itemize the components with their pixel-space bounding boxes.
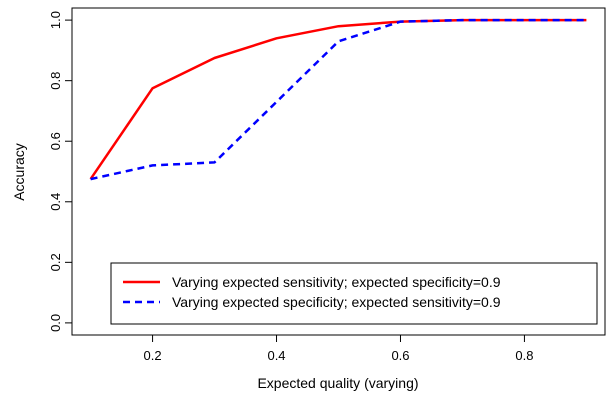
y-tick-label: 0.0 [48,314,63,332]
legend-label-series-2: Varying expected specificity; expected s… [172,294,501,310]
x-axis-title: Expected quality (varying) [257,375,418,391]
series-line-2 [90,18,587,181]
y-axis: 0.0 0.2 0.4 0.6 0.8 1.0 [48,11,73,332]
x-tick-label: 0.2 [144,348,162,363]
x-axis: 0.2 0.4 0.6 0.8 [144,334,533,363]
legend-box [110,262,598,325]
series-line-1 [89,18,587,180]
y-tick-label: 0.4 [48,193,63,211]
legend-label-series-1: Varying expected sensitivity; expected s… [172,274,501,290]
series-layer [89,18,587,181]
y-tick-label: 0.8 [48,72,63,90]
x-tick-label: 0.8 [515,348,533,363]
y-tick-label: 0.2 [48,253,63,271]
x-tick-label: 0.4 [267,348,285,363]
legend: Varying expected sensitivity; expected s… [110,262,598,325]
y-axis-title: Accuracy [11,143,27,201]
y-tick-label: 0.6 [48,132,63,150]
y-tick-label: 1.0 [48,11,63,29]
x-tick-label: 0.6 [391,348,409,363]
